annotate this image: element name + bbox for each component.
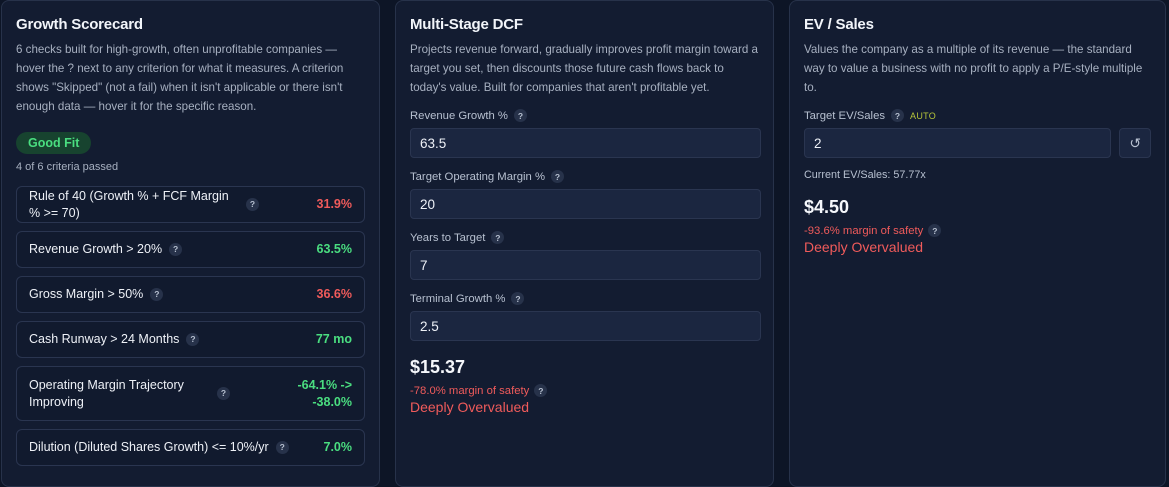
help-icon[interactable]: ? [551, 170, 564, 183]
target-ev-sales-input[interactable]: 2 [804, 128, 1112, 158]
fit-badge: Good Fit [16, 132, 92, 154]
criterion-row: Rule of 40 (Growth % + FCF Margin % >= 7… [16, 186, 365, 223]
criterion-label: Dilution (Diluted Shares Growth) <= 10%/… [29, 440, 269, 454]
criterion-row: Dilution (Diluted Shares Growth) <= 10%/… [16, 429, 365, 466]
help-icon[interactable]: ? [513, 109, 527, 122]
dcf-fair-value: $15.37 [410, 357, 466, 377]
help-icon[interactable]: ? [217, 387, 230, 400]
reset-icon[interactable]: ↺ [1119, 128, 1151, 158]
criterion-value: 63.5% [316, 242, 352, 256]
terminal-growth-input[interactable]: 2.5 [410, 311, 761, 341]
criteria-passed-count: 4 of 6 criteria passed [16, 161, 119, 173]
help-icon[interactable]: ? [491, 231, 505, 244]
criterion-row: Cash Runway > 24 Months ? 77 mo [16, 321, 365, 358]
ev-sales-panel: EV / Sales Values the company as a multi… [789, 0, 1166, 487]
criterion-row: Gross Margin > 50% ? 36.6% [16, 276, 365, 313]
growth-scorecard-panel: Growth Scorecard 6 checks built for high… [1, 0, 380, 487]
help-icon[interactable]: ? [169, 243, 183, 256]
help-icon[interactable]: ? [275, 441, 289, 454]
dcf-panel: Multi-Stage DCF Projects revenue forward… [395, 0, 774, 487]
criterion-value: 7.0% [323, 440, 353, 454]
years-to-target-input[interactable]: 7 [410, 250, 761, 280]
years-to-target-label: Years to Target ? [410, 231, 759, 244]
target-ev-sales-label: Target EV/Sales ? AUTO [804, 109, 937, 122]
help-icon[interactable]: ? [534, 384, 548, 397]
target-operating-margin-input[interactable]: 20 [410, 189, 761, 219]
criterion-label: Operating Margin Trajectory Improving [29, 377, 184, 409]
dcf-title: Multi-Stage DCF [410, 16, 523, 33]
criterion-label: Gross Margin > 50% [29, 287, 144, 301]
help-icon[interactable]: ? [928, 224, 942, 237]
dcf-verdict: Deeply Overvalued [410, 399, 530, 415]
revenue-growth-label: Revenue Growth % ? [410, 109, 759, 122]
criterion-row: Revenue Growth > 20% ? 63.5% [16, 231, 365, 268]
current-ev-sales: Current EV/Sales: 57.77x [804, 169, 926, 181]
help-icon[interactable]: ? [891, 109, 905, 122]
criterion-row: Operating Margin Trajectory Improving ? … [16, 366, 365, 421]
ev-sales-description: Values the company as a multiple of its … [804, 43, 1143, 94]
criterion-label: Rule of 40 (Growth % + FCF Margin % >= 7… [29, 188, 229, 220]
scorecard-description: 6 checks built for high-growth, often un… [16, 43, 344, 113]
terminal-growth-label: Terminal Growth % ? [410, 292, 759, 305]
help-icon[interactable]: ? [186, 333, 200, 346]
criterion-label: Cash Runway > 24 Months [29, 332, 180, 346]
auto-tag: AUTO [910, 110, 937, 121]
help-icon[interactable]: ? [511, 292, 525, 305]
help-icon[interactable]: ? [246, 198, 259, 211]
criterion-value: 77 mo [315, 332, 352, 346]
ev-sales-margin-of-safety: -93.6% margin of safety ? [804, 224, 1151, 237]
dcf-margin-of-safety: -78.0% margin of safety ? [410, 384, 759, 397]
criteria-list: Rule of 40 (Growth % + FCF Margin % >= 7… [16, 186, 365, 466]
criterion-value: -64.1% -> -38.0% [297, 377, 352, 409]
revenue-growth-input[interactable]: 63.5 [410, 128, 761, 158]
ev-sales-fair-value: $4.50 [804, 197, 850, 217]
criterion-value: 31.9% [316, 197, 352, 211]
ev-sales-title: EV / Sales [804, 16, 874, 33]
target-operating-margin-label: Target Operating Margin % ? [410, 170, 759, 183]
criterion-label: Revenue Growth > 20% [29, 242, 163, 256]
dcf-description: Projects revenue forward, gradually impr… [410, 43, 758, 94]
help-icon[interactable]: ? [150, 288, 164, 301]
criterion-value: 36.6% [316, 287, 352, 301]
ev-sales-verdict: Deeply Overvalued [804, 239, 924, 255]
scorecard-title: Growth Scorecard [16, 16, 143, 33]
